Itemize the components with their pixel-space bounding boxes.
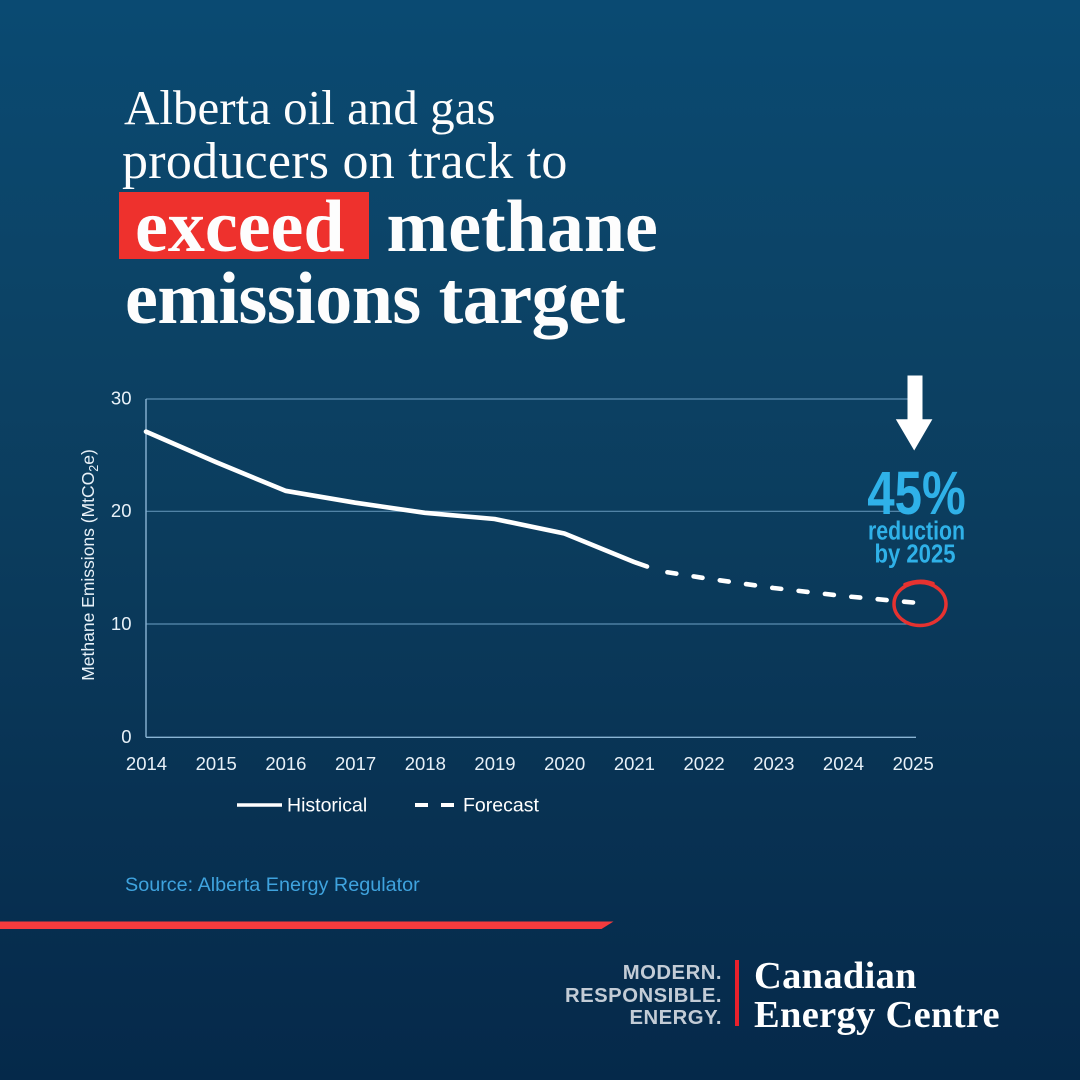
svg-text:0: 0 (121, 726, 131, 747)
svg-text:2023: 2023 (753, 753, 794, 774)
svg-text:2024: 2024 (823, 753, 864, 774)
svg-text:2022: 2022 (684, 753, 725, 774)
svg-text:45%: 45% (867, 459, 965, 527)
svg-text:2017: 2017 (335, 753, 376, 774)
svg-text:2019: 2019 (474, 753, 515, 774)
svg-text:Methane Emissions (MtCO2e): Methane Emissions (MtCO2e) (78, 449, 101, 681)
svg-text:reduction: reduction (868, 517, 965, 547)
svg-text:2025: 2025 (893, 753, 934, 774)
svg-text:2020: 2020 (544, 753, 585, 774)
svg-text:30: 30 (111, 388, 132, 409)
svg-text:Forecast: Forecast (463, 795, 539, 817)
svg-text:Historical: Historical (287, 795, 367, 817)
svg-text:2021: 2021 (614, 753, 655, 774)
svg-text:2016: 2016 (265, 753, 306, 774)
svg-text:2018: 2018 (405, 753, 446, 774)
svg-text:by 2025: by 2025 (874, 540, 955, 569)
svg-text:2014: 2014 (126, 753, 167, 774)
svg-text:20: 20 (111, 500, 132, 521)
svg-text:10: 10 (111, 613, 132, 634)
svg-text:2015: 2015 (196, 753, 237, 774)
